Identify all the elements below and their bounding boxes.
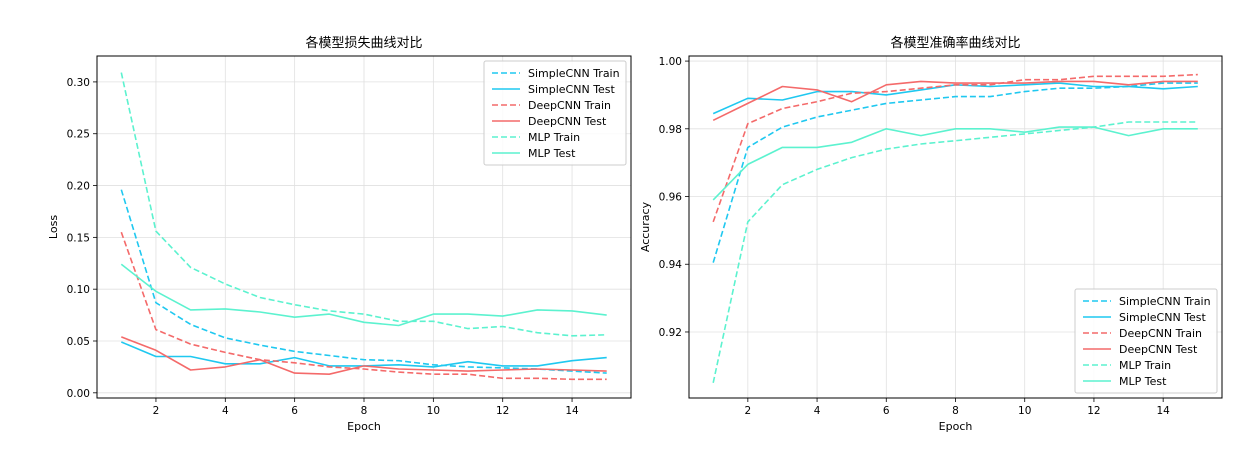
- accuracy-chart-xlabel: Epoch: [939, 420, 973, 433]
- accuracy-chart-legend-box: [1074, 288, 1218, 394]
- accuracy-chart-xtick-label: 4: [814, 405, 821, 417]
- loss-chart: 2 4 6 8 10 12 14 0.00 0.05 0.10 0.15 0.20 0.25 0.30 各…: [47, 35, 632, 433]
- loss-chart-ytick-label: 0.05: [67, 336, 90, 348]
- accuracy-chart-legend: SimpleCNN Train SimpleCNN Test DeepCNN Tra…: [1074, 288, 1218, 394]
- loss-chart-legend-label-mlp-test: MLP Test: [528, 147, 576, 160]
- accuracy-chart-series-mlp-test: [712, 126, 1198, 201]
- loss-chart-legend-box: [483, 60, 627, 166]
- loss-chart-series-deepcnn-train: [120, 231, 607, 381]
- accuracy-chart-legend-label-mlp-test: MLP Test: [1119, 375, 1167, 388]
- accuracy-chart-xtick-label: 6: [883, 405, 890, 417]
- loss-chart-xtick-label: 14: [565, 405, 579, 417]
- accuracy-chart-xtick-label: 8: [952, 405, 959, 417]
- accuracy-chart-xtick-label: 12: [1087, 405, 1100, 417]
- loss-chart-xtick-label: 6: [291, 405, 298, 417]
- loss-chart-xtick-label: 10: [427, 405, 440, 417]
- loss-chart-xlabel: Epoch: [347, 420, 381, 433]
- accuracy-chart-series-mlp-train: [712, 121, 1198, 383]
- accuracy-chart-legend-label-mlp-train: MLP Train: [1119, 359, 1171, 372]
- accuracy-chart-series-deepcnn-test: [712, 80, 1198, 122]
- loss-chart-xtick-label: 2: [153, 405, 160, 417]
- loss-chart-ytick-label: 0.25: [67, 129, 90, 141]
- loss-chart-ytick-label: 0.30: [67, 77, 90, 89]
- loss-chart-legend-label-mlp-train: MLP Train: [528, 131, 580, 144]
- accuracy-chart-legend-label-simplecnn-train: SimpleCNN Train: [1119, 295, 1211, 308]
- loss-chart-legend: SimpleCNN Train SimpleCNN Test DeepCNN Tra…: [483, 60, 627, 166]
- loss-chart-legend-label-deepcnn-test: DeepCNN Test: [528, 115, 607, 128]
- accuracy-chart-legend-label-deepcnn-test: DeepCNN Test: [1119, 343, 1198, 356]
- loss-chart-series-mlp-train: [120, 72, 607, 337]
- loss-chart-legend-label-simplecnn-test: SimpleCNN Test: [528, 83, 616, 96]
- loss-chart-xtick-label: 12: [496, 405, 509, 417]
- accuracy-chart-ylabel: Accuracy: [639, 201, 652, 252]
- loss-chart-title: 各模型损失曲线对比: [305, 35, 422, 51]
- loss-chart-ytick-label: 0.20: [67, 181, 90, 193]
- loss-chart-ylabel: Loss: [47, 215, 60, 239]
- accuracy-chart-xtick-label: 10: [1018, 405, 1031, 417]
- loss-chart-series-mlp-test: [120, 263, 607, 327]
- accuracy-chart-legend-label-simplecnn-test: SimpleCNN Test: [1119, 311, 1207, 324]
- loss-chart-xtick-label: 4: [222, 405, 229, 417]
- loss-chart-ytick-label: 0.15: [67, 232, 90, 244]
- accuracy-chart-title: 各模型准确率曲线对比: [890, 35, 1020, 51]
- loss-chart-series-deepcnn-test: [121, 336, 607, 376]
- loss-chart-legend-label-deepcnn-train: DeepCNN Train: [528, 99, 611, 112]
- accuracy-chart-legend-label-deepcnn-train: DeepCNN Train: [1119, 327, 1202, 340]
- accuracy-chart-ytick-label: 0.94: [659, 259, 683, 271]
- accuracy-chart-series-deepcnn-train: [712, 73, 1198, 223]
- loss-chart-xtick-label: 8: [361, 405, 368, 417]
- loss-chart-legend-label-simplecnn-train: SimpleCNN Train: [528, 67, 620, 80]
- loss-chart-ytick-label: 0.00: [67, 388, 90, 400]
- loss-chart-ytick-label: 0.10: [67, 284, 90, 296]
- accuracy-chart-ytick-label: 1.00: [659, 56, 682, 68]
- accuracy-chart-ytick-label: 0.92: [659, 327, 682, 339]
- accuracy-chart-xtick-label: 14: [1156, 405, 1170, 417]
- accuracy-chart: 2 4 6 8 10 12 14 0.92 0.94 0.96 0.98 1.00 各模型准确率曲线对…: [639, 35, 1223, 433]
- accuracy-chart-ytick-label: 0.98: [659, 124, 682, 136]
- accuracy-chart-ytick-label: 0.96: [659, 192, 683, 204]
- accuracy-chart-xtick-label: 2: [744, 405, 751, 417]
